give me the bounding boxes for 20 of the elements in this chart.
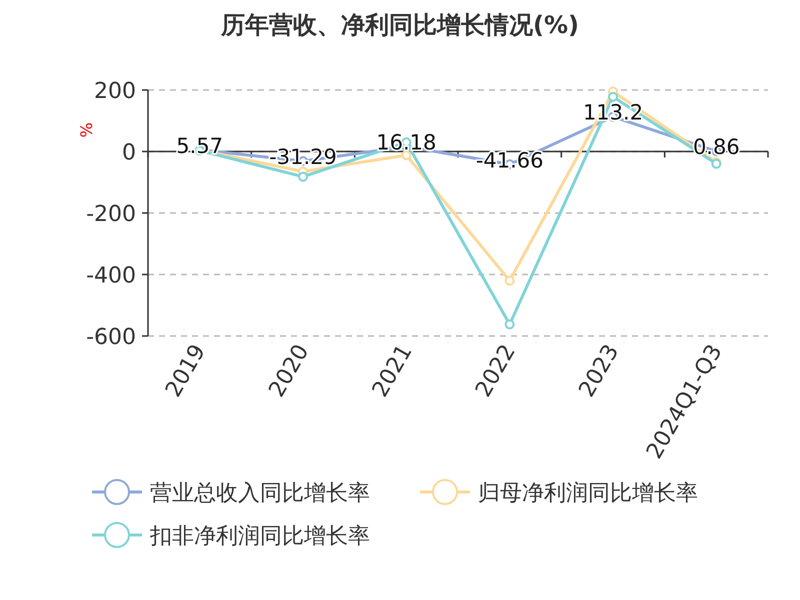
data-label: 113.2 bbox=[582, 100, 644, 125]
legend-label: 扣非净利润同比增长率 bbox=[149, 524, 370, 549]
legend-label: 归母净利润同比增长率 bbox=[478, 481, 698, 506]
y-tick-label: 0 bbox=[122, 140, 136, 166]
y-tick-label: -200 bbox=[86, 202, 136, 227]
point bbox=[401, 150, 412, 160]
data-label: 16.18 bbox=[376, 130, 436, 155]
data-label: -31.29 bbox=[269, 145, 337, 170]
y-tick-label: -400 bbox=[86, 264, 136, 288]
legend-label: 营业总收入同比增长率 bbox=[150, 481, 370, 506]
data-label: -41.66 bbox=[476, 148, 544, 172]
y-tick-label: -600 bbox=[86, 325, 136, 350]
point bbox=[608, 92, 618, 102]
data-label: 5.57 bbox=[176, 134, 224, 158]
y-axis-title: % bbox=[77, 122, 96, 138]
point bbox=[504, 276, 515, 286]
point bbox=[504, 319, 515, 330]
chart-title: 历年营收、净利同比增长情况(%) bbox=[220, 11, 579, 39]
point bbox=[298, 172, 308, 182]
y-tick-label: 200 bbox=[94, 79, 136, 104]
